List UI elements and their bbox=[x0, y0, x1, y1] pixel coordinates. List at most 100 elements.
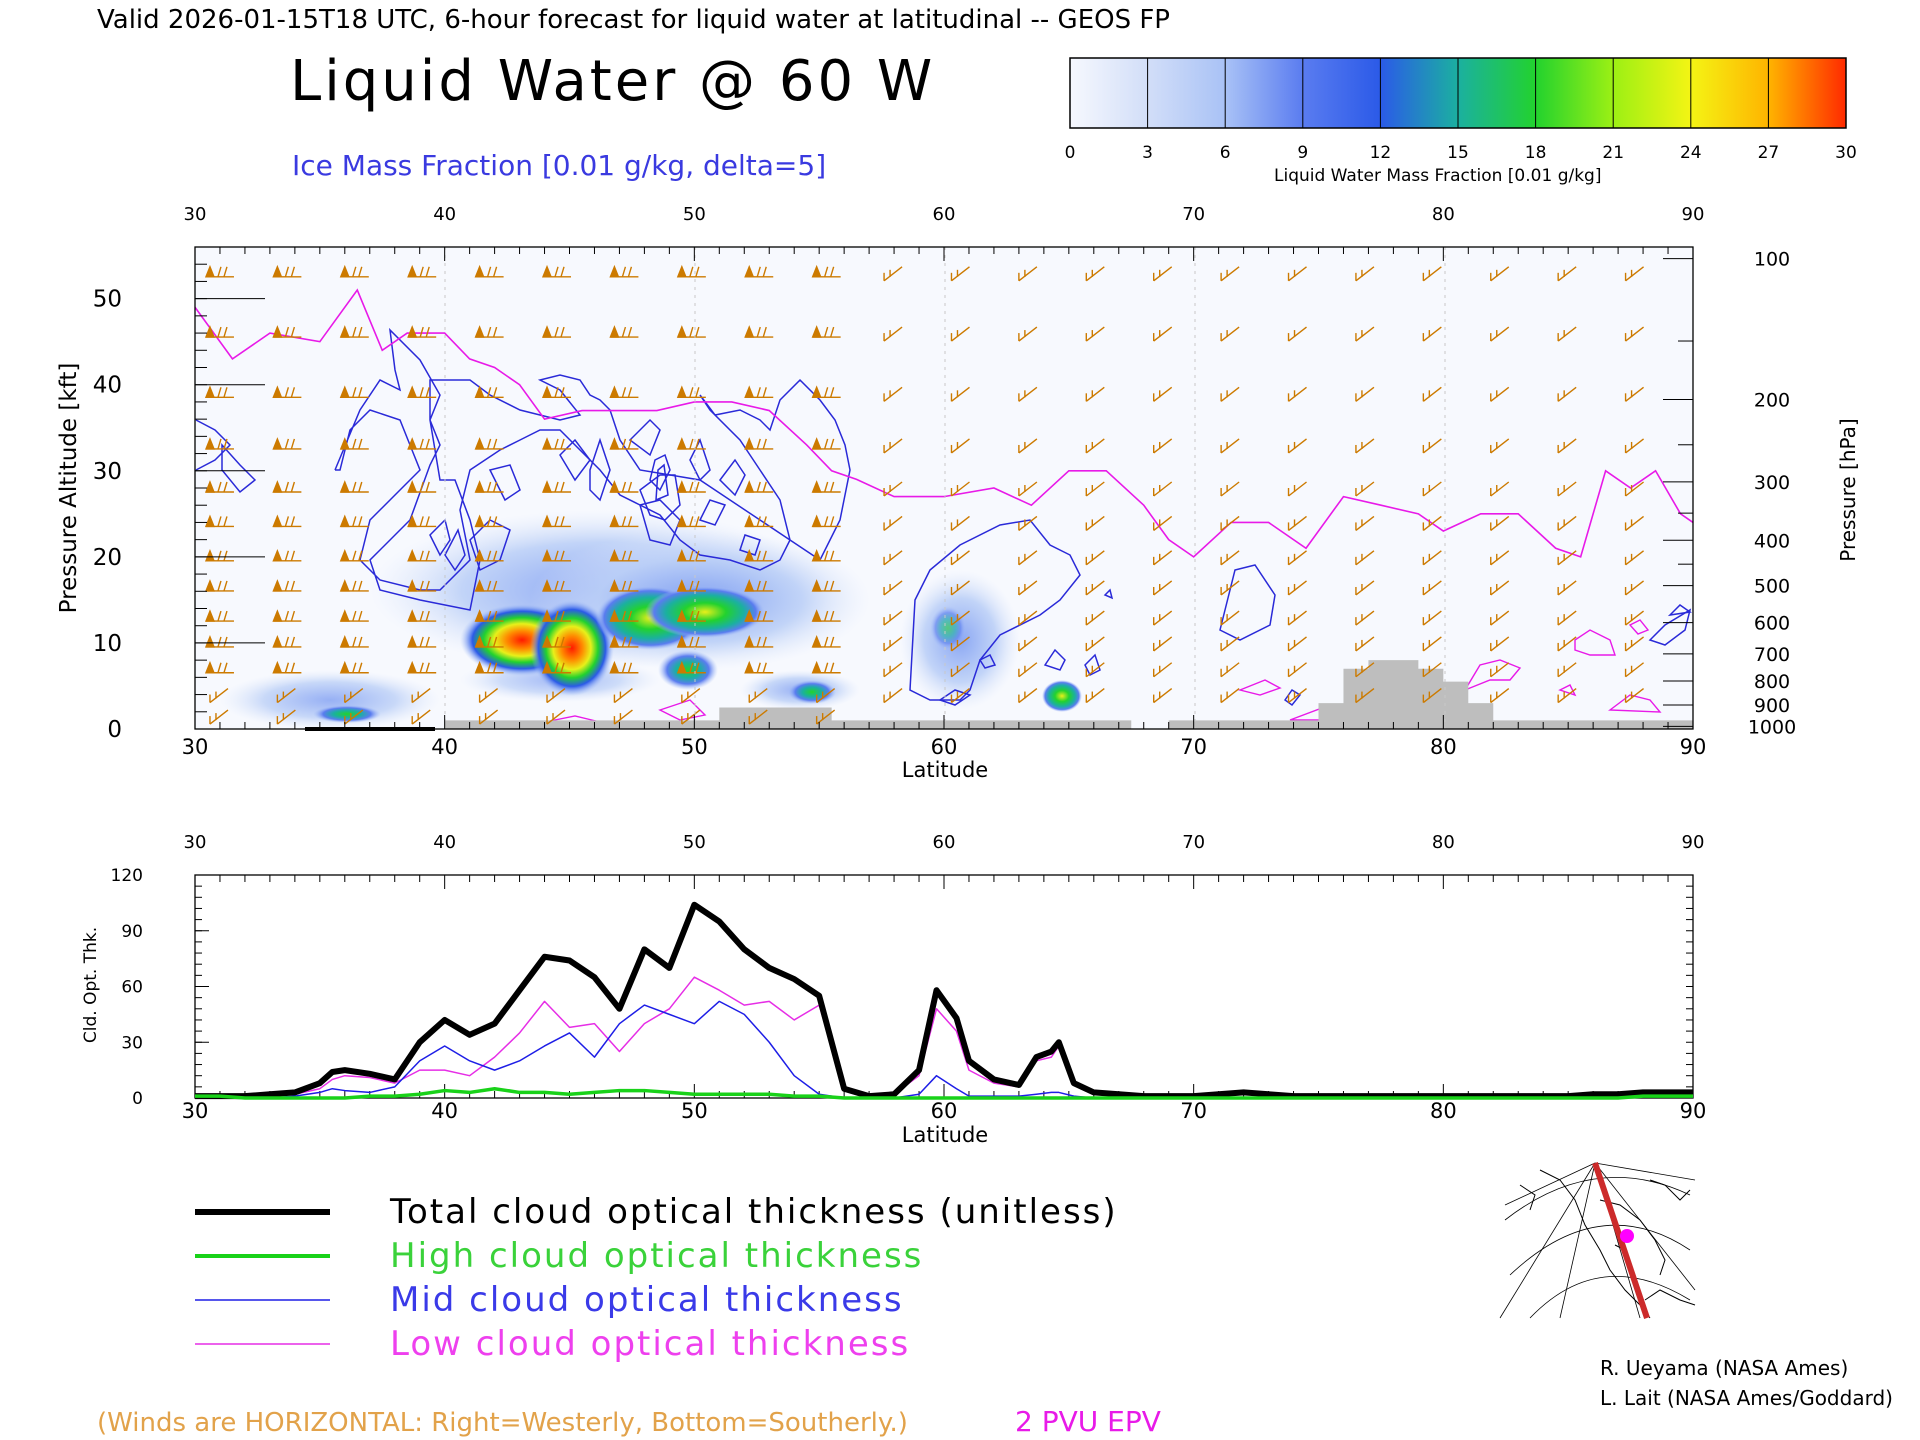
wind-barb bbox=[1557, 580, 1577, 596]
wind-barb-pennant bbox=[744, 660, 755, 674]
wind-barb-feather bbox=[762, 662, 767, 673]
bottom-panel-frame bbox=[194, 874, 1694, 1099]
wind-barb-pennant bbox=[339, 385, 350, 399]
ice-contour bbox=[649, 453, 671, 492]
wind-barb-feather bbox=[823, 438, 829, 450]
wind-barb-feather bbox=[486, 636, 492, 648]
wind-barb-shaft bbox=[1355, 580, 1375, 596]
wind-barb bbox=[676, 437, 706, 450]
wind-barb-shaft bbox=[1153, 550, 1173, 566]
wind-barb-shaft bbox=[951, 386, 970, 402]
wind-barb bbox=[609, 325, 639, 338]
wind-barb bbox=[1220, 266, 1240, 282]
wind-barb-pennant bbox=[407, 660, 418, 674]
colorbar-tick-label: 27 bbox=[1758, 143, 1780, 163]
lat-tick-label: 50 bbox=[683, 204, 706, 225]
wind-barb bbox=[744, 514, 774, 528]
wind-barb-pennant bbox=[272, 437, 283, 450]
wind-barb bbox=[1490, 326, 1510, 342]
wind-barb bbox=[1422, 580, 1442, 596]
wind-barb-shaft bbox=[1220, 610, 1240, 626]
wind-barb-feather bbox=[621, 266, 627, 278]
wind-barb bbox=[815, 688, 836, 704]
wind-barb bbox=[744, 480, 774, 493]
wind-barb-feather bbox=[223, 438, 228, 450]
wind-barb-pennant bbox=[676, 609, 687, 622]
wind-barb-feather bbox=[689, 550, 694, 562]
wind-barb-shaft bbox=[1355, 550, 1375, 566]
wind-barb-shaft bbox=[1018, 636, 1038, 652]
wind-barb-feather bbox=[358, 662, 363, 673]
bottom-panel-lat-labels-bottom: 30 40 50 60 70 80 90 bbox=[182, 1099, 1707, 1123]
wind-barb-feather bbox=[223, 387, 228, 398]
lat-tick-label: 30 bbox=[184, 204, 207, 225]
wind-barb bbox=[1220, 515, 1240, 531]
wind-barb bbox=[950, 481, 970, 497]
wind-barb-pennant bbox=[474, 635, 485, 648]
wind-barb-feather bbox=[419, 266, 424, 278]
wind-barb-shaft bbox=[276, 709, 296, 725]
wind-barb-pennant bbox=[811, 635, 822, 648]
lat-tick-label: 30 bbox=[182, 735, 209, 759]
wind-barb bbox=[1287, 481, 1307, 497]
wind-barb-feather bbox=[689, 326, 694, 338]
wind-barb-shaft bbox=[546, 688, 566, 704]
wind-barb-feather bbox=[358, 636, 363, 648]
wind-barb bbox=[815, 709, 836, 725]
wind-barb bbox=[676, 579, 706, 592]
wind-barb-shaft bbox=[1422, 688, 1442, 704]
wind-barb bbox=[272, 660, 302, 674]
wind-barb bbox=[1422, 266, 1442, 282]
wind-barb-feather bbox=[823, 481, 829, 493]
wind-barb-shaft bbox=[1018, 610, 1038, 626]
epv-contour bbox=[1463, 659, 1522, 692]
wind-barbs bbox=[204, 264, 1645, 725]
wind-barb bbox=[744, 325, 774, 338]
wind-barb-shaft bbox=[1153, 266, 1173, 282]
y-tick-label: 60 bbox=[121, 978, 143, 998]
wind-barb-feather bbox=[492, 438, 498, 450]
wind-barb-feather bbox=[284, 481, 290, 493]
wind-barb bbox=[272, 609, 302, 622]
wind-barb bbox=[1557, 438, 1577, 454]
wind-barb-feather bbox=[554, 387, 559, 398]
lat-tick-label: 30 bbox=[182, 1099, 209, 1123]
wind-barb-shaft bbox=[1153, 688, 1173, 704]
wind-barb bbox=[1490, 662, 1510, 678]
wind-barb-pennant bbox=[744, 385, 755, 399]
wind-barb-pennant bbox=[811, 579, 822, 592]
wind-barb bbox=[1624, 438, 1645, 454]
wind-barb bbox=[883, 550, 903, 566]
wind-barb-pennant bbox=[744, 514, 755, 528]
wind-barb bbox=[1490, 438, 1510, 454]
wind-barb-pennant bbox=[541, 609, 553, 622]
wind-barb-pennant bbox=[676, 437, 687, 450]
wind-barb-pennant bbox=[609, 548, 620, 562]
colorbar-tick-label: 18 bbox=[1525, 143, 1547, 163]
wind-barb bbox=[1422, 662, 1442, 678]
epv-contour bbox=[658, 699, 707, 721]
wind-barb-shaft bbox=[1625, 386, 1645, 402]
wind-barb-feather bbox=[829, 481, 835, 493]
wind-barb-shaft bbox=[1557, 688, 1577, 704]
pressure-tick-label: 700 bbox=[1754, 644, 1790, 666]
colorbar-dividers bbox=[1147, 58, 1769, 128]
wind-barb-shaft bbox=[883, 386, 903, 402]
wind-barb-feather bbox=[290, 438, 296, 450]
lat-tick-label: 90 bbox=[1682, 204, 1705, 225]
wind-barb-pennant bbox=[541, 385, 553, 399]
wind-barb-shaft bbox=[1355, 326, 1375, 342]
wind-barb-shaft bbox=[1220, 688, 1240, 704]
wind-barb bbox=[1287, 326, 1307, 342]
wind-barb-shaft bbox=[613, 688, 633, 704]
wind-barb bbox=[1557, 386, 1577, 402]
wind-barb-shaft bbox=[1355, 438, 1375, 454]
wind-barb-shaft bbox=[816, 688, 836, 704]
wind-barb-feather bbox=[756, 580, 761, 592]
wind-barb-shaft bbox=[1355, 515, 1375, 531]
wind-barb-feather bbox=[290, 266, 296, 278]
wind-barb bbox=[1624, 580, 1645, 596]
wind-barb bbox=[1355, 481, 1375, 497]
wind-barb bbox=[541, 548, 572, 562]
wind-barb-pennant bbox=[609, 437, 620, 450]
